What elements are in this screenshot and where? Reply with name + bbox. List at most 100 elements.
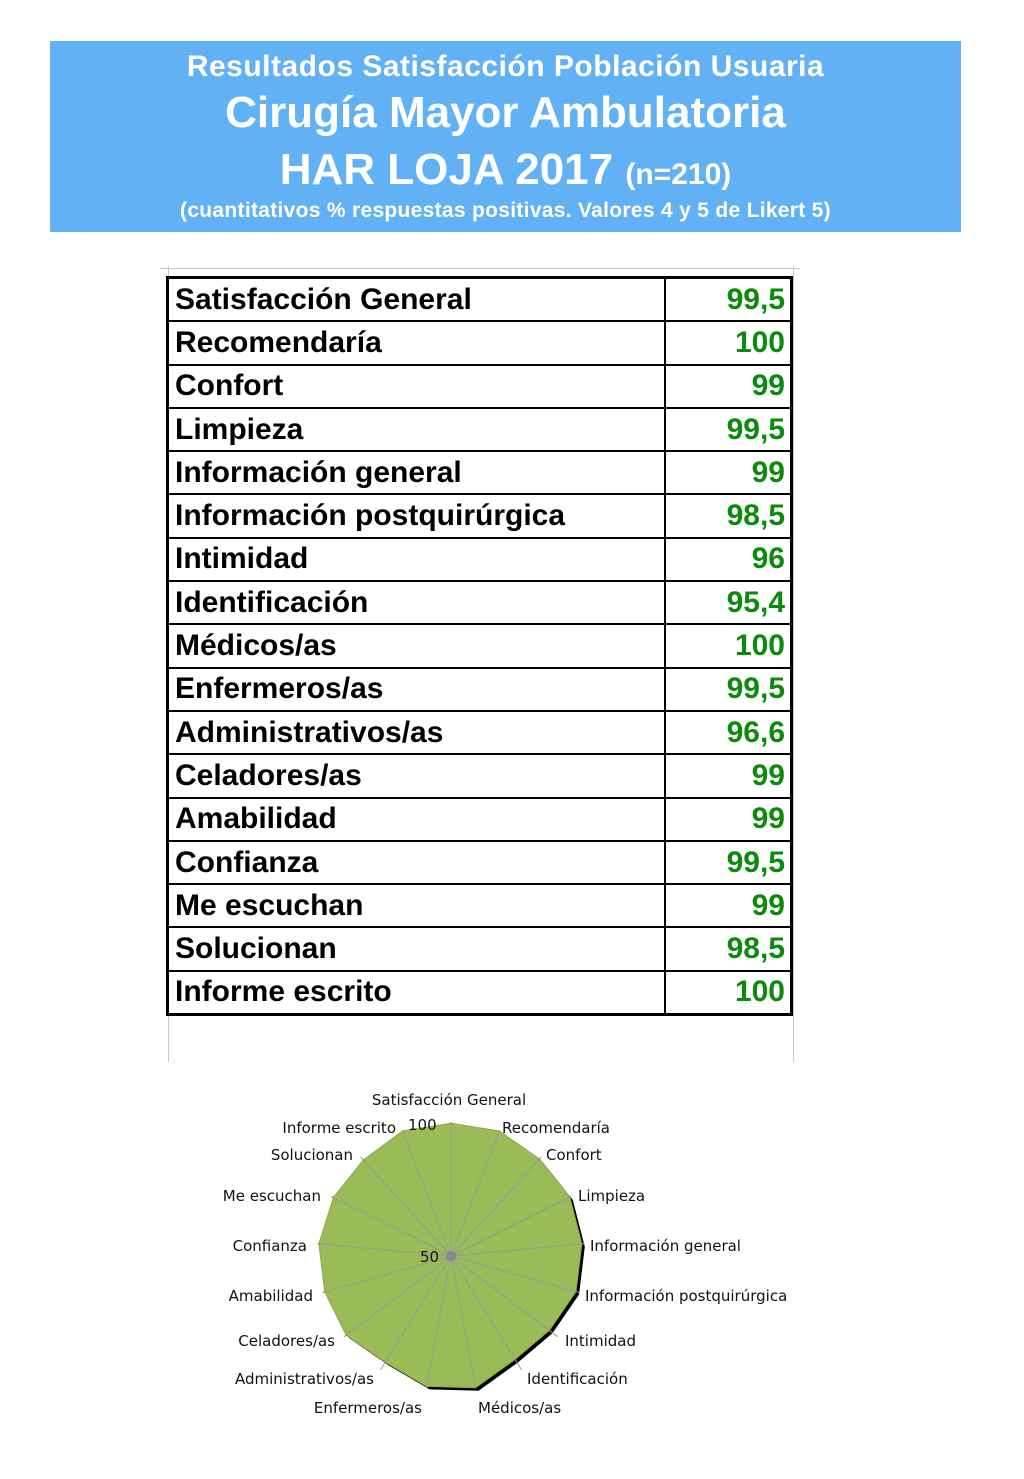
row-label: Médicos/as: [166, 623, 667, 669]
radar-center: [446, 1251, 456, 1261]
row-value: 100: [664, 969, 793, 1016]
data-point: [498, 1130, 501, 1132]
table-row: Recomendaría 100: [166, 320, 793, 366]
row-label: Enfermeros/as: [166, 666, 667, 712]
axis-label: Enfermeros/as: [314, 1399, 422, 1417]
table-row: Informe escrito 100: [166, 969, 793, 1016]
table-row: Identificación 95,4: [166, 580, 793, 626]
row-value: 99: [664, 796, 793, 842]
row-value: 99: [664, 363, 793, 409]
table-row: Información general 99: [166, 450, 793, 496]
header-note: (cuantitativos % respuestas positivas. V…: [180, 199, 831, 222]
header-hospital: HAR LOJA 2017: [279, 145, 614, 194]
row-label: Confianza: [166, 839, 667, 886]
table-row: Me escuchan 99: [166, 883, 793, 929]
data-point: [332, 1196, 335, 1199]
axis-label: Información postquirúrgica: [585, 1287, 787, 1305]
table-row: Solucionan 98,5: [166, 926, 793, 972]
row-label: Satisfacción General: [166, 276, 667, 323]
results-table: Satisfacción General 99,5 Recomendaría 100 C…: [166, 276, 793, 1017]
row-value: 99,5: [664, 276, 793, 323]
data-point: [548, 1329, 551, 1332]
radar-spoke: [330, 1195, 452, 1257]
table-row: Celadores/as 99: [166, 753, 793, 799]
axis-label: Confianza: [233, 1237, 307, 1255]
tick-label-max: 100: [408, 1116, 437, 1134]
row-label: Confort: [166, 363, 667, 409]
table-row: Información postquirúrgica 98,5: [166, 493, 793, 539]
axis-label: Identificación: [527, 1370, 628, 1388]
table-row: Confianza 99,5: [166, 839, 793, 886]
data-point: [425, 1385, 428, 1388]
axis-label: Amabilidad: [229, 1287, 313, 1305]
row-value: 100: [664, 623, 793, 669]
radar-chart: 50 100 Satisfacción General Recomendaría Co…: [223, 1091, 787, 1417]
table-row: Confort 99: [166, 363, 793, 409]
axis-label: Limpieza: [578, 1187, 645, 1205]
report-header: Resultados Satisfacción Población Usuari…: [50, 41, 961, 232]
row-label: Amabilidad: [166, 796, 667, 842]
header-sample-size: (n=210): [625, 158, 732, 191]
table-row: Enfermeros/as 99,5: [166, 666, 793, 712]
row-value: 98,5: [664, 926, 793, 972]
table-row: Amabilidad 99: [166, 796, 793, 842]
table-row: Administrativos/as 96,6: [166, 709, 793, 756]
data-point: [401, 1130, 404, 1132]
row-label: Administrativos/as: [166, 709, 667, 756]
row-label: Intimidad: [166, 536, 667, 583]
row-value: 96: [664, 536, 793, 583]
data-point: [569, 1196, 571, 1198]
radar-spoke: [321, 1255, 452, 1294]
table-row: Médicos/as 100: [166, 623, 793, 669]
radar-spoke: [450, 1255, 477, 1388]
radar-spoke: [450, 1255, 559, 1338]
axis-label: Me escuchan: [223, 1187, 321, 1205]
data-point: [384, 1361, 387, 1363]
radar-spoke: [450, 1243, 585, 1257]
data-point: [450, 1122, 452, 1125]
row-label: Información general: [166, 450, 667, 496]
radar-spoke: [450, 1130, 500, 1257]
radar-spoke: [450, 1255, 581, 1294]
row-label: Informe escrito: [166, 969, 667, 1016]
header-subtitle: Resultados Satisfacción Población Usuari…: [186, 50, 825, 83]
row-value: 99: [664, 450, 793, 496]
table-row: Limpieza 99,5: [166, 406, 793, 453]
axis-label: Recomendaría: [502, 1119, 610, 1137]
row-label: Información postquirúrgica: [166, 493, 667, 539]
radar-spoke: [402, 1130, 452, 1257]
data-point: [362, 1159, 365, 1161]
row-label: Recomendaría: [166, 320, 667, 366]
axis-label: Confort: [546, 1146, 602, 1164]
radar-spoke: [317, 1243, 452, 1257]
sheet-gridline: [160, 268, 800, 269]
row-value: 95,4: [664, 580, 793, 626]
data-point: [575, 1290, 577, 1293]
row-value: 99: [664, 753, 793, 799]
axis-label: Celadores/as: [238, 1332, 335, 1350]
axis-label: Solucionan: [271, 1146, 353, 1164]
radar-spoke: [450, 1255, 522, 1371]
data-point: [581, 1243, 583, 1245]
axis-label: Informe escrito: [282, 1119, 396, 1137]
radar-spoke: [450, 1195, 572, 1257]
axis-label: Información general: [590, 1237, 741, 1255]
row-label: Identificación: [166, 580, 667, 626]
header-title: Cirugía Mayor Ambulatoria: [225, 88, 786, 137]
row-value: 99,5: [664, 666, 793, 712]
header-hospital-year: HAR LOJA 2017 (n=210): [50, 145, 961, 200]
row-value: 100: [664, 320, 793, 366]
data-point: [514, 1358, 516, 1361]
data-point: [318, 1243, 320, 1245]
row-label: Me escuchan: [166, 883, 667, 929]
row-value: 99: [664, 883, 793, 929]
radar-spoke: [380, 1255, 452, 1371]
axis-label: Médicos/as: [478, 1399, 561, 1417]
axis-label: Administrativos/as: [235, 1370, 374, 1388]
table-row: Satisfacción General 99,5: [166, 276, 793, 323]
radar-spoke: [343, 1255, 452, 1338]
row-value: 99,5: [664, 839, 793, 886]
row-label: Limpieza: [166, 406, 667, 453]
axis-label: Satisfacción General: [372, 1091, 526, 1109]
data-point: [323, 1291, 326, 1293]
